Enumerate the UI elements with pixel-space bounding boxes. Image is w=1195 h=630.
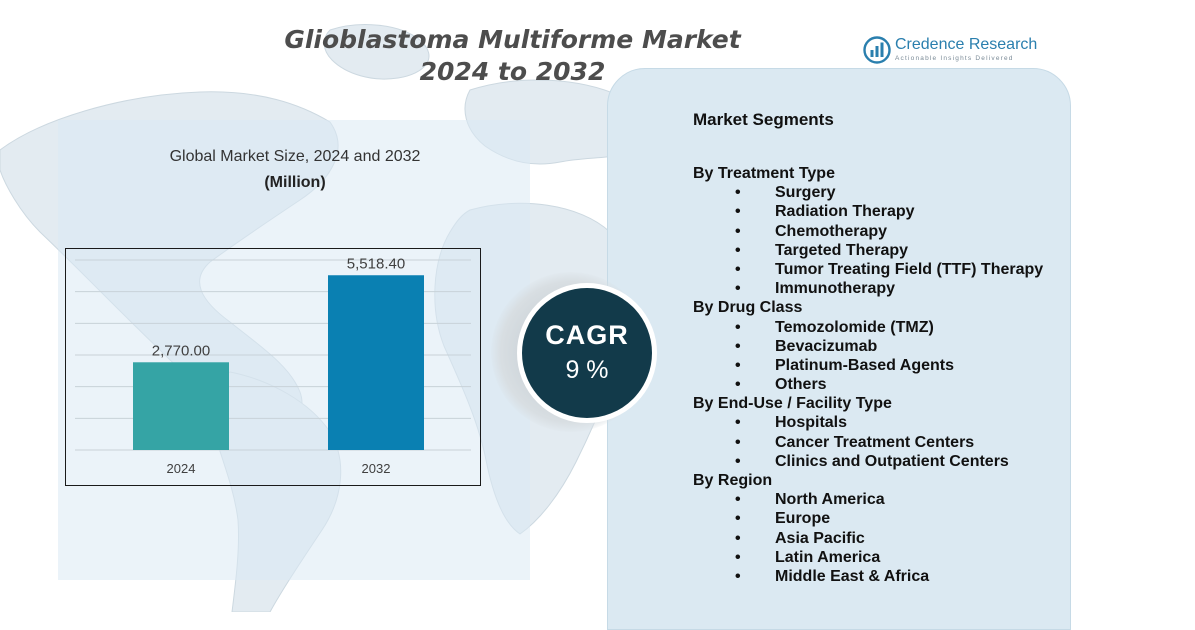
segment-category: By Treatment Type <box>693 165 835 182</box>
segment-category: By Region <box>693 472 773 489</box>
data-label-2032: 5,518.40 <box>347 255 405 272</box>
bullet-icon: • <box>735 337 741 355</box>
segment-item: • Cancer Treatment Centers <box>693 433 974 452</box>
segment-item: • Radiation Therapy <box>693 202 915 221</box>
segment-item: • Chemotherapy <box>693 222 892 241</box>
credence-logo-icon <box>863 36 891 64</box>
bullet-icon: • <box>735 548 741 566</box>
segment-item-label: Asia Pacific <box>775 529 865 547</box>
segment-item-label: Hospitals <box>775 414 848 432</box>
bullet-icon: • <box>735 452 741 470</box>
x-tick-label: 2032 <box>362 461 391 476</box>
bullet-icon: • <box>735 184 741 202</box>
bullet-icon: • <box>735 567 741 585</box>
bullet-icon: • <box>735 510 741 528</box>
cagr-badge: CAGR 9 % <box>517 283 657 423</box>
bullet-icon: • <box>735 318 741 336</box>
cagr-value: 9 % <box>565 356 609 384</box>
bullet-icon: • <box>735 529 741 547</box>
bar-2024 <box>133 362 229 450</box>
bullet-icon: • <box>735 491 741 509</box>
x-tick-label: 2024 <box>167 461 196 476</box>
chart-frame <box>65 248 481 486</box>
segment-item-label: North America <box>775 491 885 509</box>
brand-tagline: Actionable Insights Delivered <box>895 55 1014 62</box>
brand-logo: Credence Research Actionable Insights De… <box>863 34 1053 68</box>
segment-category: By End-Use / Facility Type <box>693 395 892 413</box>
segment-item-label: Temozolomide (TMZ) <box>775 318 934 336</box>
chart-unit: (Million) <box>264 174 326 191</box>
segment-item: • North America <box>693 490 892 509</box>
segment-item: • Surgery <box>693 183 892 202</box>
bullet-icon: • <box>735 376 741 394</box>
title-line-1: Glioblastoma Multiforme Market <box>284 25 741 54</box>
segment-category: By Drug Class <box>693 299 803 317</box>
segment-item-label: Cancer Treatment Centers <box>775 433 975 451</box>
segment-item: • Asia Pacific <box>693 529 892 548</box>
segment-item: • Immunotherapy <box>693 279 896 298</box>
chart-title: Global Market Size, 2024 and 2032 <box>169 148 421 165</box>
bullet-icon: • <box>735 222 741 240</box>
bullet-icon: • <box>735 203 741 221</box>
segment-item-label: Tumor Treating Field (TTF) Therapy <box>775 260 1044 278</box>
data-label-2024: 2,770.00 <box>152 342 210 359</box>
segment-item: • Temozolomide (TMZ) <box>693 318 934 337</box>
segment-item-label: Latin America <box>775 548 881 566</box>
segment-item: • Others <box>693 375 892 394</box>
segment-item: • Bevacizumab <box>693 337 892 356</box>
segment-item-label: Radiation Therapy <box>775 203 915 221</box>
market-segments: Market Segments By Treatment Type • Surger… <box>693 110 1043 586</box>
segment-item: • Hospitals <box>693 413 892 432</box>
page-title: Glioblastoma Multiforme Market 2024 to 2… <box>250 24 775 88</box>
segment-item-label: Targeted Therapy <box>775 241 909 259</box>
bullet-icon: • <box>735 356 741 374</box>
segment-item-label: Chemotherapy <box>775 222 888 240</box>
segment-item: • Tumor Treating Field (TTF) Therapy <box>693 260 1043 279</box>
title-line-2: 2024 to 2032 <box>419 57 606 86</box>
segment-item-label: Surgery <box>775 184 836 202</box>
segment-item-label: Others <box>775 376 827 394</box>
bullet-icon: • <box>735 241 741 259</box>
segment-item-label: Bevacizumab <box>775 337 878 355</box>
segment-item: • Clinics and Outpatient Centers <box>693 452 1009 471</box>
segment-item-label: Middle East & Africa <box>775 567 930 585</box>
bullet-icon: • <box>735 260 741 278</box>
segment-item: • Targeted Therapy <box>693 241 908 260</box>
segment-item-label: Platinum-Based Agents <box>775 356 954 374</box>
bullet-icon: • <box>735 414 741 432</box>
segment-item-label: Europe <box>775 510 831 528</box>
segments-heading: Market Segments <box>693 110 834 129</box>
bullet-icon: • <box>735 280 741 298</box>
segment-item-label: Immunotherapy <box>775 280 896 298</box>
bullet-icon: • <box>735 433 741 451</box>
segment-item: • Latin America <box>693 548 892 567</box>
segment-item: • Middle East & Africa <box>693 567 929 586</box>
bar-2032 <box>328 275 424 450</box>
cagr-label: CAGR <box>545 320 629 350</box>
segments-panel <box>607 68 1071 630</box>
segment-item: • Europe <box>693 509 892 528</box>
segment-item-label: Clinics and Outpatient Centers <box>775 452 1009 470</box>
segment-item: • Platinum-Based Agents <box>693 356 954 375</box>
brand-name: Credence Research <box>895 36 1038 53</box>
bar-chart: 2,770.00 2024 5,518.40 2032 <box>65 248 481 486</box>
chart-panel <box>58 120 530 580</box>
